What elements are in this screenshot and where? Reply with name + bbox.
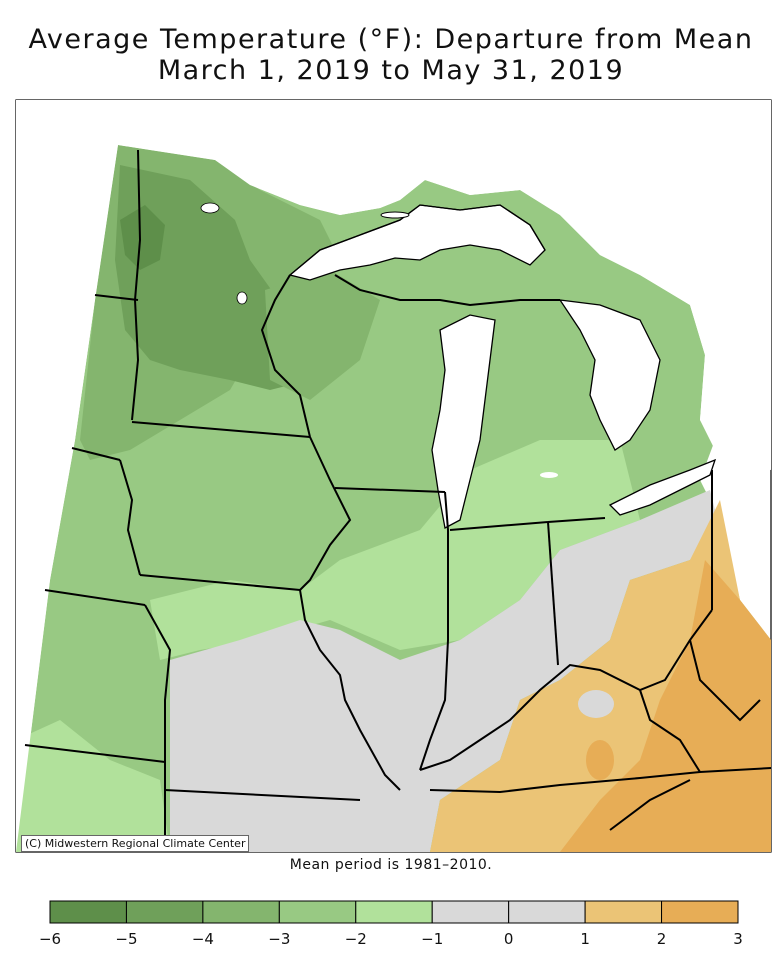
map-title: Average Temperature (°F): Departure from… [28, 24, 754, 55]
legend-tick-label: −6 [38, 930, 62, 948]
legend-swatch [125, 900, 204, 924]
canada-north [16, 100, 771, 852]
lake-red [200, 202, 220, 214]
legend-swatch [584, 900, 663, 924]
legend-tick-label: −3 [268, 930, 291, 948]
legend-swatch [661, 900, 739, 924]
region-coolest-core [120, 205, 165, 270]
legend-swatch [355, 900, 433, 924]
lake-mille-lacs [236, 291, 248, 305]
lake-michigan [431, 314, 496, 529]
legend-tick-label: 0 [503, 930, 514, 948]
region-near-normal [170, 490, 720, 852]
legend-swatch [508, 900, 586, 924]
legend-tick-label: 1 [580, 930, 590, 948]
mean-period-note: Mean period is 1981–2010. [289, 857, 493, 873]
warm-core-ky [586, 740, 614, 780]
lake-erie [608, 458, 717, 516]
lake-small-mi [540, 472, 558, 478]
region-mild-green [150, 440, 640, 660]
legend-swatch [431, 900, 510, 924]
legend-tick-label: 2 [656, 930, 667, 948]
map-date-range: March 1, 2019 to May 31, 2019 [157, 55, 625, 86]
lake-huron [558, 299, 661, 451]
region-warmest [560, 560, 771, 852]
legend-tick-label: −5 [115, 930, 138, 948]
legend-tick-label: −1 [421, 930, 444, 948]
legend-tick-label: −4 [191, 930, 214, 948]
region-mild-green-west [16, 720, 170, 852]
legend-swatch [202, 900, 280, 924]
legend-swatch [49, 900, 127, 924]
warm-pocket [578, 690, 614, 718]
lake-superior-outline [289, 204, 546, 276]
region-cool-wi [265, 270, 380, 400]
credit-label: (C) Midwestern Regional Climate Center [21, 835, 250, 852]
legend-swatch [278, 900, 357, 924]
region-coolest [115, 165, 310, 390]
color-legend [49, 900, 739, 924]
legend-tick-label: 3 [733, 930, 743, 948]
state-boundaries [24, 149, 772, 852]
island-isle-royale [380, 211, 410, 219]
legend-tick-label: −2 [344, 930, 367, 948]
